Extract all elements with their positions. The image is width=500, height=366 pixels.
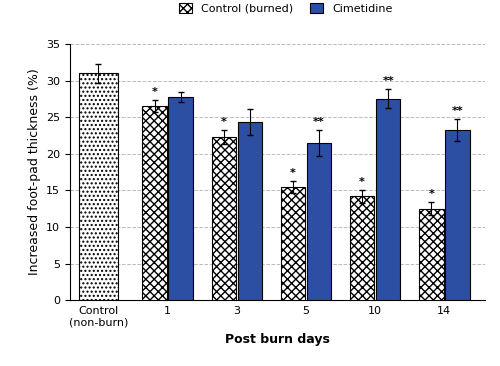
Bar [419, 209, 444, 300]
Bar [168, 97, 193, 300]
Bar [212, 137, 236, 300]
Bar [307, 143, 331, 300]
Text: **: ** [452, 106, 463, 116]
X-axis label: Post burn days: Post burn days [225, 333, 330, 346]
Text: *: * [221, 117, 226, 127]
Bar [281, 187, 305, 300]
Text: *: * [152, 87, 158, 97]
Bar [142, 106, 167, 300]
Legend: Control (burned), Cimetidine: Control (burned), Cimetidine [179, 3, 392, 14]
Bar [376, 99, 400, 300]
Bar [238, 122, 262, 300]
Text: *: * [359, 177, 365, 187]
Text: *: * [290, 168, 296, 178]
Text: **: ** [382, 76, 394, 86]
Bar [79, 73, 118, 300]
Bar [350, 196, 374, 300]
Bar [445, 130, 469, 300]
Text: **: ** [313, 117, 325, 127]
Y-axis label: Increased foot-pad thickness (%): Increased foot-pad thickness (%) [28, 69, 40, 275]
Text: *: * [428, 189, 434, 199]
